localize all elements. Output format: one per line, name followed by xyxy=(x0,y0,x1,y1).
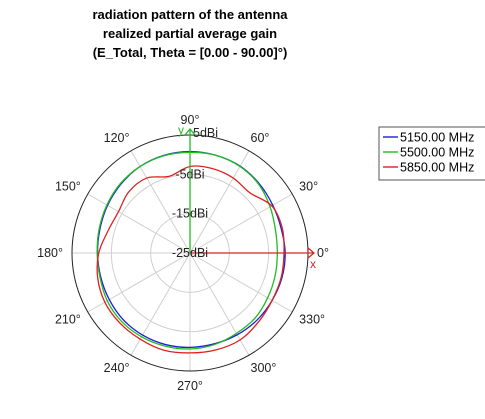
grid-spoke-240 xyxy=(130,252,191,356)
angle-tick-label: 270° xyxy=(177,379,203,393)
grid-spoke-60 xyxy=(189,150,250,254)
r-tick-label: 5dBi xyxy=(193,126,218,140)
angle-tick-label: 330° xyxy=(299,313,325,327)
r-tick-label: -5dBi xyxy=(175,167,204,181)
angle-tick-label: 120° xyxy=(104,131,130,145)
grid-spoke-210 xyxy=(87,252,191,313)
angle-tick-label: 180° xyxy=(37,246,63,260)
legend-label-1: 5150.00 MHz xyxy=(400,131,474,145)
angle-tick-label: 150° xyxy=(55,180,81,194)
r-tick-label: -15dBi xyxy=(172,207,208,221)
grid-spoke-30 xyxy=(189,193,293,254)
title-line-1: radiation pattern of the antenna xyxy=(92,7,288,22)
title-line-3: (E_Total, Theta = [0.00 - 90.00]°) xyxy=(93,45,288,60)
grid-spoke-150 xyxy=(87,193,191,254)
legend-box xyxy=(378,126,485,181)
series-curves xyxy=(96,150,286,354)
polar-labels: -25dBi -15dBi -5dBi 5dBi 0° 30° 60° 90° 120° 150°… xyxy=(37,113,329,393)
y-axis-letter: y xyxy=(178,123,184,137)
x-axis-arrowhead xyxy=(307,247,316,259)
legend-label-3: 5850.00 MHz xyxy=(400,161,474,175)
angle-tick-label: 90° xyxy=(181,113,200,127)
angle-tick-label: 210° xyxy=(55,313,81,327)
angle-tick-label: 60° xyxy=(251,131,270,145)
angle-tick-label: 240° xyxy=(104,361,130,375)
angle-tick-label: 0° xyxy=(317,246,329,260)
grid-spoke-300 xyxy=(189,252,250,356)
chart-title: radiation pattern of the antenna realize… xyxy=(92,7,288,60)
grid-spoke-330 xyxy=(189,252,293,313)
polar-axes: xy xyxy=(178,123,316,271)
angle-tick-label: 300° xyxy=(251,361,277,375)
angle-tick-label: 30° xyxy=(299,180,318,194)
legend-label-2: 5500.00 MHz xyxy=(400,146,474,160)
series-curve-3 xyxy=(96,165,285,354)
series-curve-2 xyxy=(96,151,278,350)
r-tick-label: -25dBi xyxy=(172,246,208,260)
grid-spoke-120 xyxy=(130,150,191,254)
y-axis-arrowhead xyxy=(184,127,196,136)
x-axis-letter: x xyxy=(310,257,316,271)
title-line-2: realized partial average gain xyxy=(103,26,277,41)
